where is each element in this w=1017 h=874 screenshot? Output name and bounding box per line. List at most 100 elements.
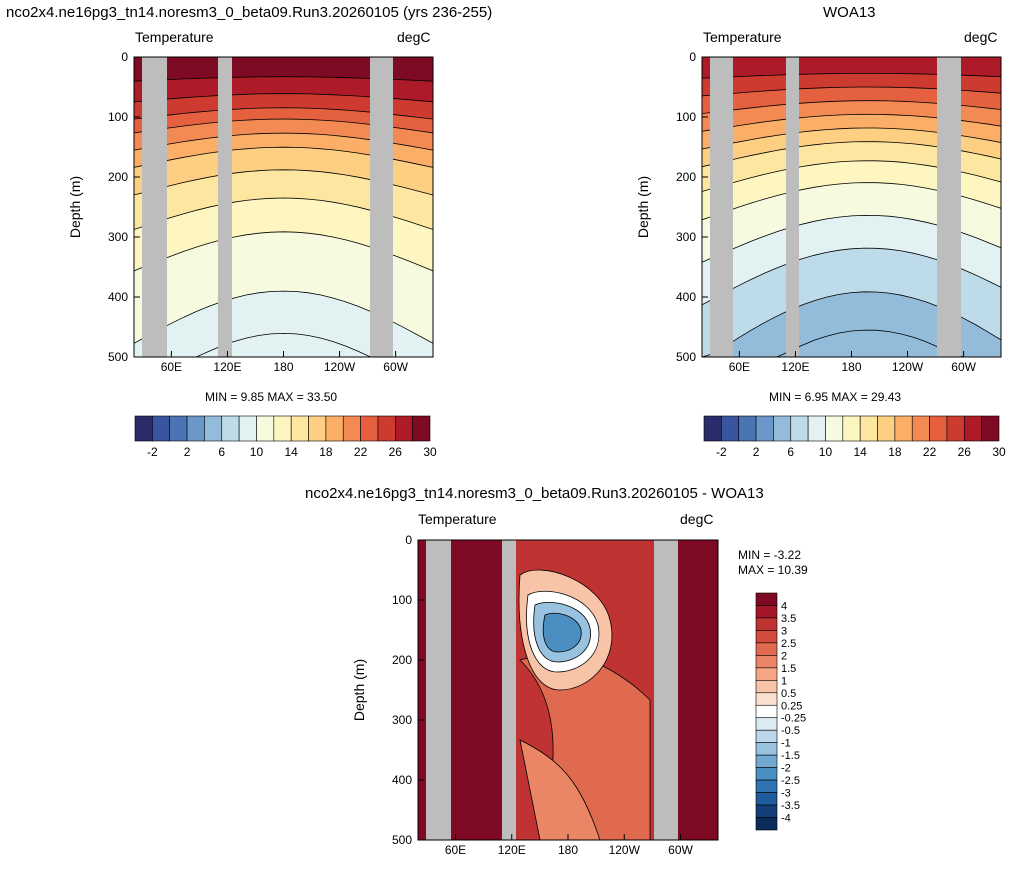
panel1-min-max: MIN = 9.85 MAX = 33.50 <box>205 390 338 404</box>
colorbar3-swatch <box>755 729 778 743</box>
panel3-max: MAX = 10.39 <box>738 563 808 577</box>
panel3-variable-label: Temperature <box>418 511 497 527</box>
colorbar3-swatch <box>755 792 778 806</box>
colorbar1-swatch <box>394 415 413 442</box>
panel3-min: MIN = -3.22 <box>738 548 802 562</box>
colorbar3-swatch <box>755 680 778 694</box>
colorbar2-label: 6 <box>787 445 794 459</box>
colorbar1-label: -2 <box>147 445 158 459</box>
colorbar1-label: 14 <box>284 445 298 459</box>
colorbar1-swatch <box>377 415 396 442</box>
colorbar1-label: 22 <box>354 445 368 459</box>
panel3-land-mask <box>654 540 678 840</box>
panel2-ylabel: Depth (m) <box>635 176 651 238</box>
colorbar3-swatch <box>755 692 778 706</box>
panel2-xtick-label: 60E <box>729 360 750 374</box>
colorbar3-swatch <box>755 767 778 781</box>
panel3-ytick-label: 200 <box>392 653 412 667</box>
colorbar1-swatch <box>134 415 153 442</box>
colorbar3-label: -0.5 <box>781 725 800 737</box>
colorbar1-label: 18 <box>319 445 333 459</box>
panel3-ylabel: Depth (m) <box>351 659 367 721</box>
panel1-ytick-label: 100 <box>108 110 128 124</box>
panel3-ytick-label: 500 <box>392 833 412 847</box>
colorbar2-label: -2 <box>716 445 727 459</box>
colorbar2-swatch <box>877 415 896 442</box>
panel1-field <box>133 56 434 358</box>
colorbar3-swatch <box>755 717 778 731</box>
colorbar3-swatch <box>755 642 778 656</box>
colorbar3-label: -2 <box>781 763 791 775</box>
panel2-min-max: MIN = 6.95 MAX = 29.43 <box>769 390 902 404</box>
colorbar2-label: 10 <box>819 445 833 459</box>
panel1-ytick-label: 500 <box>108 350 128 364</box>
colorbar1-swatch <box>169 415 188 442</box>
colorbar2-swatch <box>703 415 722 442</box>
colorbar2-label: 22 <box>923 445 937 459</box>
colorbar2-swatch <box>842 415 861 442</box>
colorbar3-swatch <box>755 779 778 793</box>
panel2-title: WOA13 <box>823 4 876 21</box>
panel3-units-label: degC <box>680 511 714 527</box>
colorbar1-swatch <box>342 415 361 442</box>
panel2-field <box>701 56 1002 358</box>
colorbar2-label: 14 <box>853 445 867 459</box>
panel1-ytick-label: 200 <box>108 170 128 184</box>
panel3-xtick-label: 60W <box>668 843 693 857</box>
colorbar3-label: -1.5 <box>781 750 800 762</box>
colorbar1-swatch <box>325 415 344 442</box>
panel1-xtick-label: 180 <box>273 360 293 374</box>
colorbar1-swatch <box>273 415 292 442</box>
colorbar3-label: 3 <box>781 625 787 637</box>
colorbar2-label: 26 <box>958 445 972 459</box>
panel2-land-mask <box>710 57 733 357</box>
panel3-ytick-label: 400 <box>392 773 412 787</box>
panel2-land-mask <box>786 57 799 357</box>
colorbar1-swatch <box>221 415 240 442</box>
colorbar2-label: 2 <box>753 445 760 459</box>
colorbar3-label: 2 <box>781 650 787 662</box>
panel3-ytick-label: 300 <box>392 713 412 727</box>
panel3-xtick-label: 120E <box>498 843 526 857</box>
panel3-field <box>418 540 718 841</box>
panel2-units-label: degC <box>964 29 998 45</box>
colorbar3-swatch <box>755 655 778 669</box>
colorbar1-label: 2 <box>184 445 191 459</box>
panel1-land-mask <box>218 57 232 357</box>
panel1-xtick-label: 120W <box>324 360 356 374</box>
panel1-land-mask <box>142 57 167 357</box>
colorbar1-swatch <box>360 415 379 442</box>
colorbar1-label: 30 <box>423 445 437 459</box>
panel3-xtick-label: 60E <box>445 843 466 857</box>
colorbar1-swatch <box>308 415 327 442</box>
colorbar2-swatch <box>894 415 913 442</box>
panel2-xtick-label: 180 <box>841 360 861 374</box>
colorbar2-swatch <box>825 415 844 442</box>
colorbar3-swatch <box>755 592 778 606</box>
panel3-land-mask <box>426 540 451 840</box>
panel2-ytick-label: 300 <box>676 230 696 244</box>
colorbar2-swatch <box>790 415 809 442</box>
panel1-ytick-label: 0 <box>121 50 128 64</box>
panel2-xtick-label: 60W <box>951 360 976 374</box>
panel3-xtick-label: 180 <box>558 843 578 857</box>
colorbar3-label: 0.5 <box>781 688 796 700</box>
colorbar3-swatch <box>755 667 778 681</box>
colorbar3-swatch <box>755 704 778 719</box>
panel1-ytick-label: 400 <box>108 290 128 304</box>
colorbar1-swatch <box>204 415 223 442</box>
colorbar3-label: -0.25 <box>781 713 806 725</box>
panel1-ytick-label: 300 <box>108 230 128 244</box>
colorbar3-label: 0.25 <box>781 700 802 712</box>
colorbar2-swatch <box>946 415 965 442</box>
panel1-title: nco2x4.ne16pg3_tn14.noresm3_0_beta09.Run… <box>6 4 493 21</box>
colorbar2-swatch <box>721 415 740 442</box>
colorbar3-label: 1.5 <box>781 663 796 675</box>
colorbar1-swatch <box>256 415 275 442</box>
panel2-ytick-label: 200 <box>676 170 696 184</box>
panel1-xtick-label: 60W <box>383 360 408 374</box>
panel1-units-label: degC <box>397 29 431 45</box>
colorbar1-swatch <box>186 415 205 442</box>
colorbar2-swatch <box>981 415 1000 442</box>
